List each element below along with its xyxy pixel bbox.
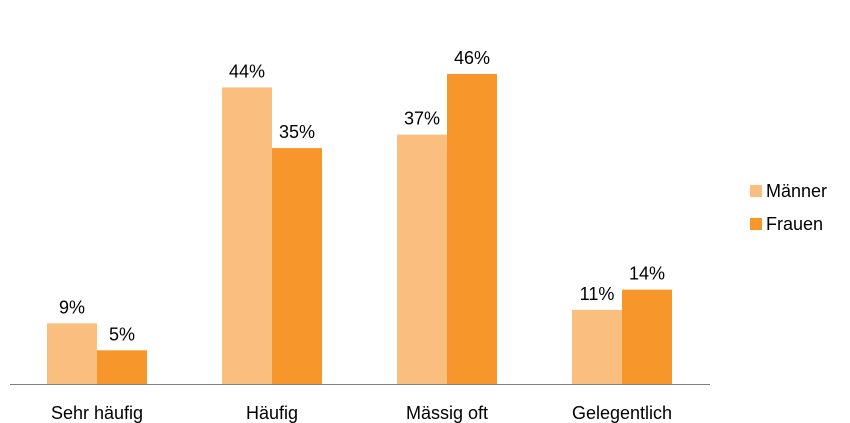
legend-item-maenner: Männer — [750, 178, 827, 204]
data-label-maenner-maessig-oft: 37% — [404, 109, 440, 129]
bar-frauen-sehr-haeufig — [97, 350, 147, 384]
x-tick-label-haeufig: Häufig — [246, 403, 298, 423]
legend-swatch-frauen — [750, 218, 762, 230]
data-label-frauen-sehr-haeufig: 5% — [109, 324, 135, 344]
legend-label-frauen: Frauen — [766, 213, 824, 234]
bar-maenner-sehr-haeufig — [47, 323, 97, 384]
legend-item-frauen: Frauen — [750, 211, 827, 237]
bar-frauen-maessig-oft — [447, 73, 497, 385]
legend: Männer Frauen — [750, 178, 827, 244]
data-label-maenner-gelegentlich: 11% — [580, 284, 615, 304]
bar-maenner-haeufig — [222, 87, 272, 384]
bar-maenner-maessig-oft — [397, 134, 447, 384]
bar-frauen-gelegentlich — [622, 289, 672, 384]
x-tick-label-sehr-haeufig: Sehr häufig — [51, 403, 143, 423]
legend-swatch-maenner — [750, 185, 762, 197]
bar-maenner-gelegentlich — [572, 309, 622, 384]
x-tick-label-gelegentlich: Gelegentlich — [572, 403, 672, 423]
data-label-frauen-haeufig: 35% — [279, 122, 315, 142]
x-tick-label-maessig-oft: Mässig oft — [406, 403, 488, 423]
data-label-maenner-haeufig: 44% — [229, 61, 265, 81]
data-label-maenner-sehr-haeufig: 9% — [59, 297, 85, 317]
legend-label-maenner: Männer — [766, 180, 828, 201]
bar-frauen-haeufig — [272, 148, 322, 384]
data-label-frauen-maessig-oft: 46% — [454, 48, 490, 68]
data-label-frauen-gelegentlich: 14% — [629, 264, 665, 284]
